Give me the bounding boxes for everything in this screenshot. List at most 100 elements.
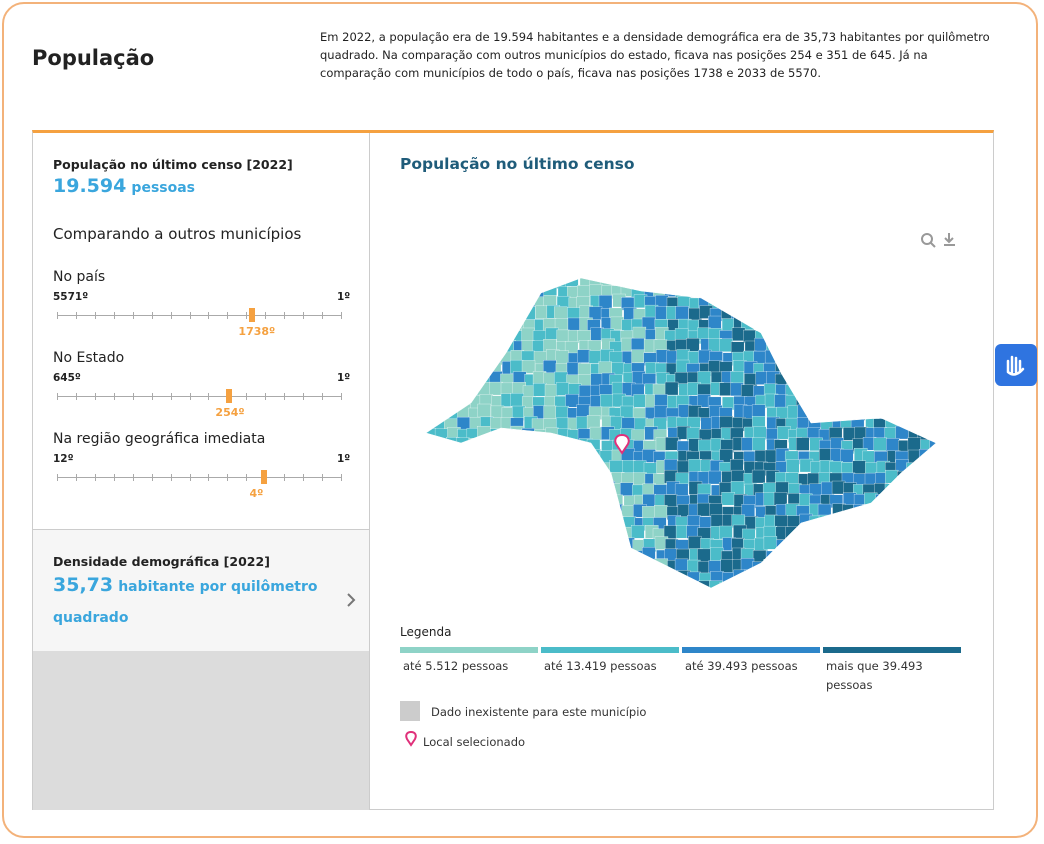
map-cell [931, 404, 936, 418]
legend-label: até 13.419 pessoas [544, 659, 657, 673]
map-cell [478, 319, 493, 333]
map-cell [884, 319, 899, 333]
map-cell [710, 514, 725, 528]
map-cell [753, 315, 768, 330]
map-cell [928, 383, 936, 397]
map-cell [500, 451, 514, 465]
map-cell [555, 528, 569, 542]
map-cell [906, 307, 921, 321]
map-cell [499, 473, 513, 487]
map-cell [555, 460, 569, 475]
map-cell [928, 583, 936, 588]
map-cell [909, 515, 923, 529]
accessibility-button[interactable] [995, 344, 1037, 386]
map-cell [521, 459, 535, 473]
map-cell [886, 307, 900, 321]
map-cell [919, 373, 933, 387]
map-cell [788, 317, 803, 331]
map-cell [709, 580, 723, 588]
map-cell [477, 437, 491, 451]
map-tools[interactable] [919, 231, 965, 249]
map-cell [567, 495, 581, 509]
map-cell [765, 550, 780, 565]
map-cell [765, 264, 778, 277]
map-cell [897, 539, 911, 553]
ranking-tick [113, 474, 115, 481]
ranking-tick [303, 474, 305, 481]
map-cell [587, 482, 601, 496]
map-cell [524, 263, 537, 275]
map-cell [634, 582, 648, 588]
map-cell [433, 451, 447, 465]
map-cell [433, 308, 447, 322]
map-cell [929, 416, 936, 431]
map-cell [896, 327, 911, 341]
pin-icon [405, 731, 417, 747]
map-cell [952, 481, 953, 494]
map-cell [479, 283, 493, 298]
map-cell [873, 370, 887, 385]
ranking-tick [170, 474, 172, 481]
map-cell [545, 263, 558, 275]
map[interactable] [413, 263, 953, 593]
map-cell [488, 305, 502, 319]
map-cell [676, 460, 691, 475]
map-cell [930, 515, 936, 529]
map-cell [851, 582, 866, 588]
map-cell [928, 495, 936, 509]
map-cell [829, 527, 843, 542]
map-cell [766, 338, 780, 352]
map-cell [500, 505, 514, 519]
map-cell [426, 493, 438, 508]
map-cell [817, 308, 832, 322]
map-cell [557, 473, 571, 487]
map-cell [829, 516, 843, 531]
map-cell [730, 285, 745, 299]
map-cell [501, 548, 515, 562]
map-cell [555, 581, 569, 588]
map-cell [942, 276, 953, 289]
map-cell [435, 538, 449, 552]
map-cell [875, 559, 890, 574]
ranking-tick [75, 474, 77, 481]
map-cell [567, 317, 582, 332]
map-cell [852, 307, 866, 321]
map-title: População no último censo [400, 155, 635, 173]
map-cell [930, 461, 936, 475]
map-cell [577, 583, 591, 588]
map-cell [895, 278, 909, 287]
map-cell [524, 494, 538, 508]
map-cell [765, 327, 779, 342]
map-cell [918, 329, 933, 344]
summary-value: 19.594 [53, 175, 127, 197]
map-cell [480, 548, 494, 562]
map-cell [917, 480, 931, 495]
map-cell [532, 560, 546, 575]
map-cell [829, 263, 842, 274]
map-cell [577, 460, 591, 474]
map-cell [809, 338, 824, 352]
ranking-tick [284, 393, 286, 400]
map-cell [786, 459, 800, 473]
map-cell [741, 307, 755, 322]
map-cell [588, 471, 602, 485]
map-cell [490, 583, 505, 588]
map-cell [426, 330, 428, 344]
map-cell [853, 547, 868, 561]
density-section[interactable]: Densidade demográfica [2022] 35,73 habit… [33, 529, 369, 652]
map-cell [799, 383, 813, 397]
map-cell [535, 493, 550, 508]
map-cell [436, 396, 450, 410]
map-cell [426, 557, 438, 572]
map-cell [809, 515, 823, 530]
map-cell [426, 537, 428, 552]
map-cell [895, 373, 909, 387]
map-cell [598, 361, 612, 375]
map-cell [875, 406, 889, 420]
map-cell [928, 503, 936, 517]
map-cell [885, 526, 899, 540]
map-cell [546, 528, 560, 542]
map-cell [861, 361, 876, 375]
map-cell [774, 318, 788, 332]
map-cell [498, 284, 513, 299]
